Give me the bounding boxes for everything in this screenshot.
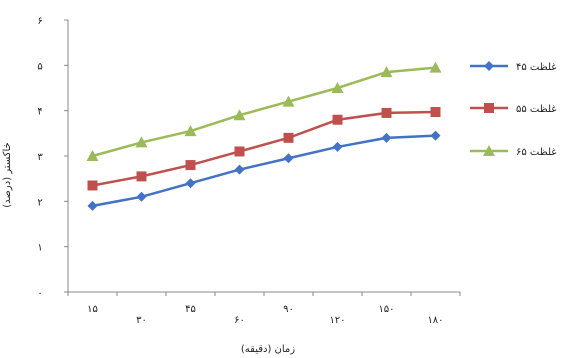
- series-3: [86, 61, 442, 161]
- series-2: [87, 107, 441, 191]
- data-point: [86, 150, 99, 161]
- data-point: [331, 82, 344, 93]
- data-point: [283, 153, 294, 164]
- legend-item: غلظت ۴۵: [470, 61, 557, 73]
- data-point: [332, 114, 343, 125]
- data-point: [135, 136, 148, 148]
- y-tick-label: ۱: [37, 243, 42, 254]
- x-tick-label: ۱۵۰: [378, 304, 394, 315]
- legend-label: غلظت ۵۵: [516, 104, 557, 115]
- data-point: [332, 141, 343, 152]
- data-point: [430, 107, 441, 118]
- legend-label: غلظت ۶۵: [516, 147, 557, 158]
- series-line: [92, 134, 436, 208]
- data-point: [185, 178, 196, 189]
- data-point: [380, 66, 393, 78]
- y-axis-title: خاکستر (درصد): [2, 142, 13, 207]
- x-tick-label: ۱۸۰: [427, 315, 443, 326]
- legend-marker: [484, 61, 494, 71]
- data-point: [87, 180, 98, 191]
- data-point: [283, 132, 294, 143]
- data-point: [87, 200, 98, 211]
- data-point: [136, 171, 147, 182]
- y-tick-label: ۵: [37, 61, 42, 72]
- y-tick-label: ۲: [37, 197, 42, 208]
- data-point: [136, 191, 147, 202]
- chart-axes: [64, 19, 461, 296]
- x-tick-label: ۱۲۰: [329, 315, 345, 326]
- x-tick-label: ۱۵: [87, 304, 98, 315]
- data-point: [430, 130, 441, 141]
- series-1: [87, 130, 441, 211]
- data-point: [185, 160, 196, 171]
- data-point: [184, 125, 197, 137]
- data-point: [234, 146, 245, 157]
- legend-label: غلظت ۴۵: [516, 62, 557, 73]
- chart-series: [86, 61, 442, 211]
- x-tick-labels: ۱۵ ۳۰ ۴۵ ۶۰ ۹۰ ۱۲۰ ۱۵۰ ۱۸۰: [87, 304, 443, 326]
- data-point: [282, 95, 295, 107]
- x-tick-label: ۶۰: [234, 315, 245, 326]
- x-tick-label: ۹۰: [283, 304, 294, 315]
- data-point: [234, 164, 245, 175]
- x-axis-title: زمان (دقیقه): [241, 344, 295, 355]
- chart-legend: غلظت ۴۵ غلظت ۵۵ غلظت ۶۵: [470, 61, 557, 158]
- x-tick-label: ۳۰: [136, 315, 147, 326]
- series-line: [92, 110, 436, 187]
- data-point: [233, 109, 246, 121]
- y-tick-labels: ۰ ۱ ۲ ۳ ۴ ۵ ۶: [37, 16, 43, 299]
- y-tick-label: ۴: [37, 107, 42, 118]
- legend-item: غلظت ۵۵: [470, 103, 557, 115]
- y-tick-label: ۶: [37, 16, 42, 27]
- data-point: [381, 107, 392, 118]
- legend-marker: [483, 145, 495, 156]
- data-point: [381, 132, 392, 143]
- legend-marker: [484, 103, 494, 113]
- y-tick-label: ۳: [37, 152, 43, 163]
- legend-item: غلظت ۶۵: [470, 145, 557, 158]
- y-tick-label: ۰: [37, 288, 42, 299]
- series-line: [92, 66, 436, 158]
- x-tick-label: ۴۵: [185, 304, 196, 315]
- data-point: [429, 61, 442, 73]
